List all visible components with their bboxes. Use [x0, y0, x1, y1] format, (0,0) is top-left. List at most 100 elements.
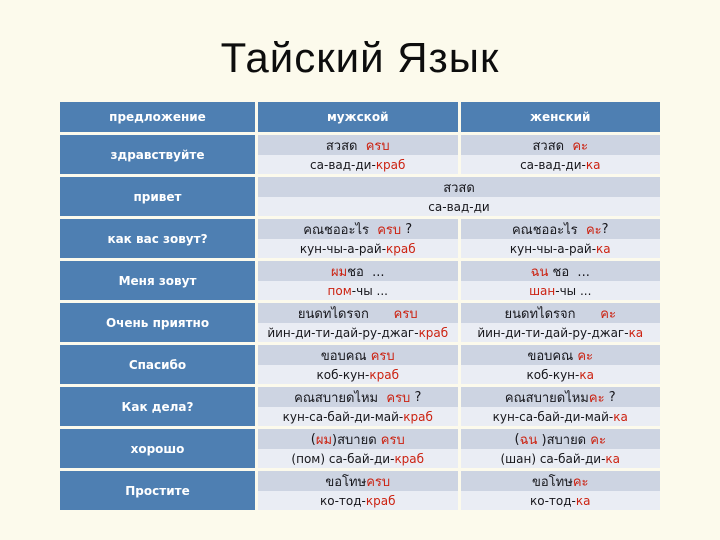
highlighted-suffix: ครบ [393, 306, 418, 322]
male-thai-text: ยนดทไดรจก ครบ [258, 303, 458, 323]
row-label: Очень приятно [60, 303, 255, 342]
female-thai-text: ขอบคณ คะ [460, 345, 660, 365]
plain-text: ? [601, 221, 609, 237]
highlighted-suffix: ฉน [519, 432, 538, 448]
plain-text: ? [410, 389, 422, 405]
male-translit-text: коб-кун-краб [258, 365, 458, 384]
plain-text: ? [401, 221, 413, 237]
header-male: мужской [258, 102, 458, 132]
plain-text: коб-кун- [316, 367, 370, 382]
plain-text: ยนดทไดรจก [504, 306, 601, 322]
table-row: Очень приятно ยนดทไดรจก ครบ ยนดทไดรจก คะ йи… [60, 303, 660, 342]
slide-title: Тайский Язык [220, 34, 500, 81]
thai-line: สวสด ครบ สวสด คะ [258, 135, 660, 155]
plain-text: ขอบคณ [527, 348, 578, 364]
table-header-row: предложение мужской женский [60, 102, 660, 132]
highlighted-suffix: ка [596, 241, 611, 256]
row-content: ขอบคณ ครบ ขอบคณ คะ коб-кун-краб коб-кун-ка [258, 345, 660, 384]
male-translit-text: кун-са-бай-ди-май-краб [258, 407, 458, 426]
plain-text: (шан) са-бай-ди- [500, 451, 606, 466]
transliteration-line: ко-тод-краб ко-тод-ка [258, 491, 660, 510]
highlighted-suffix: คะ [577, 348, 594, 364]
highlighted-suffix: ครบ [386, 390, 411, 406]
plain-text: ยนดทไดรจก [297, 306, 394, 322]
highlighted-suffix: คะ [585, 222, 602, 238]
male-thai-text: (ผม)สบายด ครบ [258, 429, 458, 449]
highlighted-suffix: คะ [588, 390, 605, 406]
thai-line: คณสบายดไหม ครบ ? คณสบายดไหม คะ ? [258, 387, 660, 407]
male-translit-text: йин-ди-ти-дай-ру-джаг-краб [258, 323, 458, 342]
row-label: Меня зовут [60, 261, 255, 300]
plain-text: ขอโทษ [531, 474, 573, 490]
female-translit-text: са-вад-ди-ка [460, 155, 660, 174]
highlighted-suffix: краб [394, 451, 425, 466]
plain-text: кун-са-бай-ди-май- [492, 409, 614, 424]
plain-text: кун-са-бай-ди-май- [282, 409, 404, 424]
thai-text-merged: สวสด [258, 177, 660, 197]
highlighted-suffix: ка [628, 325, 644, 340]
table-row: как вас зовут? คณชออะไร ครบ ? คณชออะไร คะ?… [60, 219, 660, 258]
highlighted-suffix: ка [575, 493, 591, 508]
highlighted-suffix: пом [327, 283, 352, 298]
table-rows: здравствуйте สวสด ครบ สวสด คะ са-вад-ди-кра… [60, 135, 660, 510]
highlighted-suffix: ка [613, 409, 628, 424]
highlighted-suffix: ка [585, 157, 601, 172]
plain-text: )สบายด [332, 432, 381, 448]
highlighted-suffix: ครบ [366, 474, 391, 490]
plain-text: коб-кун- [526, 367, 580, 382]
highlighted-suffix: ка [605, 451, 621, 466]
plain-text: คณชออะไร [511, 222, 586, 238]
plain-text: кун-чы-а-рай- [299, 241, 387, 256]
highlighted-suffix: краб [418, 325, 449, 340]
table-row: здравствуйте สวสด ครบ สวสด คะ са-вад-ди-кра… [60, 135, 660, 174]
plain-text: кун-чы-а-рай- [509, 241, 597, 256]
transliteration-line: кун-са-бай-ди-май-краб кун-са-бай-ди-май-… [258, 407, 660, 426]
row-content: ผม ชอ ... ฉน ชอ ... пом -чы ... шан -чы ... [258, 261, 660, 300]
plain-text: ชอ ... [347, 264, 385, 280]
table-row: хорошо(ผม)สบายด ครบ(ฉน )สบายด คะ (пом) са… [60, 429, 660, 468]
plain-text: ко-тод- [319, 493, 366, 508]
plain-text: ( [514, 431, 520, 447]
highlighted-suffix: ครบ [380, 432, 405, 448]
highlighted-suffix: шан [529, 283, 556, 298]
highlighted-suffix: краб [365, 493, 396, 508]
highlighted-suffix: คะ [590, 432, 606, 448]
plain-text: (пом) са-бай-ди- [291, 451, 395, 466]
thai-line: คณชออะไร ครบ ? คณชออะไร คะ? [258, 219, 660, 239]
female-thai-text: ขอโทษ คะ [460, 471, 660, 491]
highlighted-suffix: краб [386, 241, 416, 256]
female-thai-text: ยนดทไดรจก คะ [460, 303, 660, 323]
male-thai-text: ผม ชอ ... [258, 261, 458, 281]
female-thai-text: (ฉน )สบายด คะ [460, 429, 660, 449]
plain-text: ขอโทษ [325, 474, 367, 490]
male-thai-text: ขอโทษ ครบ [258, 471, 458, 491]
row-content: (ผม)สบายด ครบ(ฉน )สบายด คะ (пом) са-бай-д… [258, 429, 660, 468]
row-label: Простите [60, 471, 255, 510]
phrase-table: предложение мужской женский здравствуйте… [60, 102, 660, 513]
plain-text: สวสด [443, 180, 475, 196]
female-translit-text: кун-са-бай-ди-май-ка [460, 407, 660, 426]
plain-text: คณชออะไร [303, 222, 378, 238]
male-translit-text: пом -чы ... [258, 281, 458, 300]
highlighted-suffix: คะ [600, 306, 616, 322]
transliteration-line: са-вад-ди [258, 197, 660, 216]
female-translit-text: кун-чы-а-рай-ка [460, 239, 660, 258]
highlighted-suffix: คะ [572, 138, 589, 154]
plain-text: -чы ... [351, 283, 388, 298]
plain-text: ( [310, 431, 316, 447]
thai-line: ขอโทษ ครบ ขอโทษ คะ [258, 471, 660, 491]
male-translit-text: (пом) са-бай-ди-краб [258, 449, 458, 468]
highlighted-suffix: ครบ [377, 222, 402, 238]
highlighted-suffix: คะ [572, 474, 589, 490]
highlighted-suffix: ครบ [370, 348, 395, 364]
female-translit-text: (шан) са-бай-ди-ка [460, 449, 660, 468]
highlighted-suffix: ผม [315, 432, 333, 448]
table-row: привет สวสด са-вад-ди [60, 177, 660, 216]
thai-line: (ผม)สบายด ครบ(ฉน )สบายด คะ [258, 429, 660, 449]
male-thai-text: คณชออะไร ครบ ? [258, 219, 458, 239]
plain-text: สวสด [532, 138, 573, 154]
plain-text: са-вад-ди- [520, 157, 586, 172]
male-thai-text: คณสบายดไหม ครบ ? [258, 387, 458, 407]
table-row: Простите ขอโทษ ครบ ขอโทษ คะ ко-тод-краб ко-тод… [60, 471, 660, 510]
